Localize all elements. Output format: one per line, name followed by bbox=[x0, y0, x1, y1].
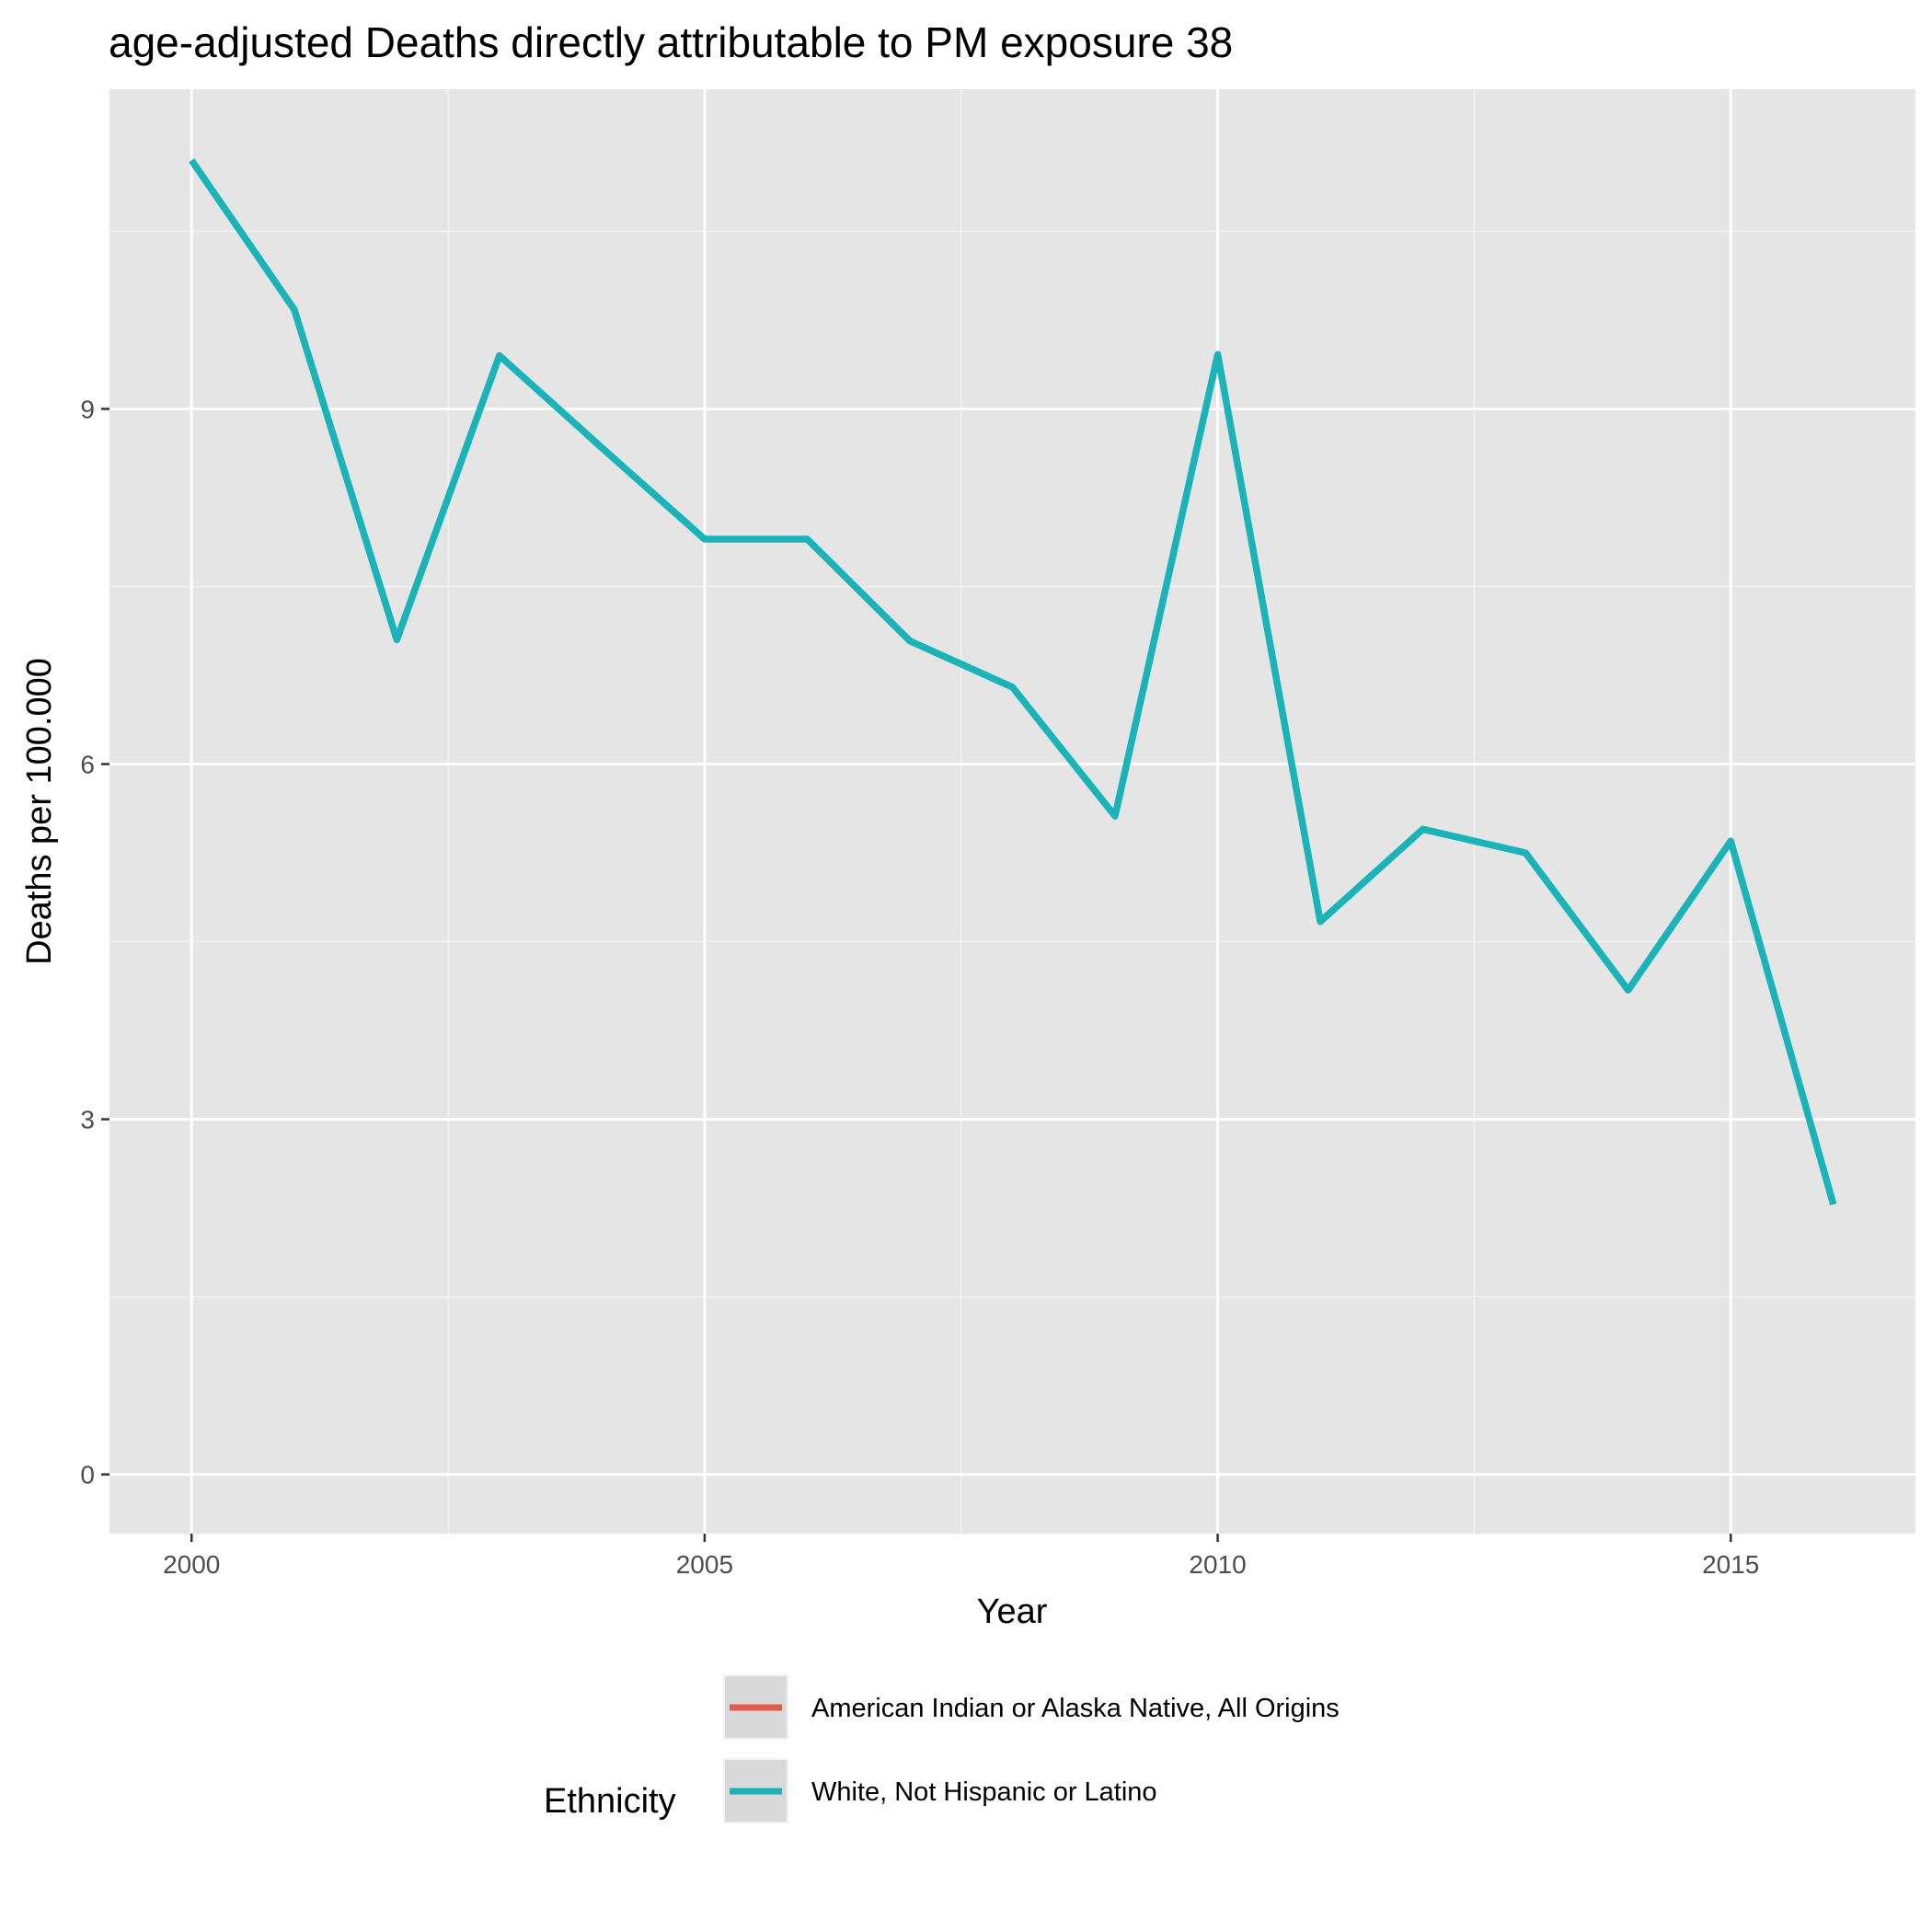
y-tick-label: 9 bbox=[80, 395, 95, 423]
legend-label: White, Not Hispanic or Latino bbox=[811, 1777, 1157, 1807]
chart-title: age-adjusted Deaths directly attributabl… bbox=[109, 18, 1233, 66]
x-tick-label: 2000 bbox=[163, 1550, 220, 1579]
plot-panel bbox=[109, 89, 1915, 1534]
y-axis-ticks: 0 3 6 9 bbox=[80, 395, 109, 1489]
y-tick-label: 3 bbox=[80, 1106, 95, 1134]
series-line bbox=[189, 158, 1837, 1206]
legend-label: American Indian or Alaska Native, All Or… bbox=[811, 1694, 1340, 1723]
x-tick-label: 2015 bbox=[1702, 1550, 1759, 1579]
x-tick-label: 2005 bbox=[676, 1550, 733, 1579]
y-tick-label: 6 bbox=[80, 751, 95, 779]
legend-entries: American Indian or Alaska Native, All Or… bbox=[723, 1674, 1340, 1823]
legend-title: Ethnicity bbox=[544, 1782, 676, 1821]
x-tick-label: 2010 bbox=[1189, 1550, 1246, 1579]
y-tick-label: 0 bbox=[80, 1461, 95, 1489]
y-axis-title: Deaths per 100.000 bbox=[20, 658, 59, 965]
major-gridlines bbox=[109, 89, 1915, 1534]
legend: Ethnicity American Indian or Alaska Nati… bbox=[544, 1674, 1340, 1823]
x-axis-title: Year bbox=[977, 1593, 1048, 1631]
series-layer bbox=[189, 158, 1837, 1206]
x-axis-ticks: 2000 2005 2010 2015 bbox=[163, 1534, 1759, 1579]
minor-gridlines bbox=[109, 89, 1915, 1534]
